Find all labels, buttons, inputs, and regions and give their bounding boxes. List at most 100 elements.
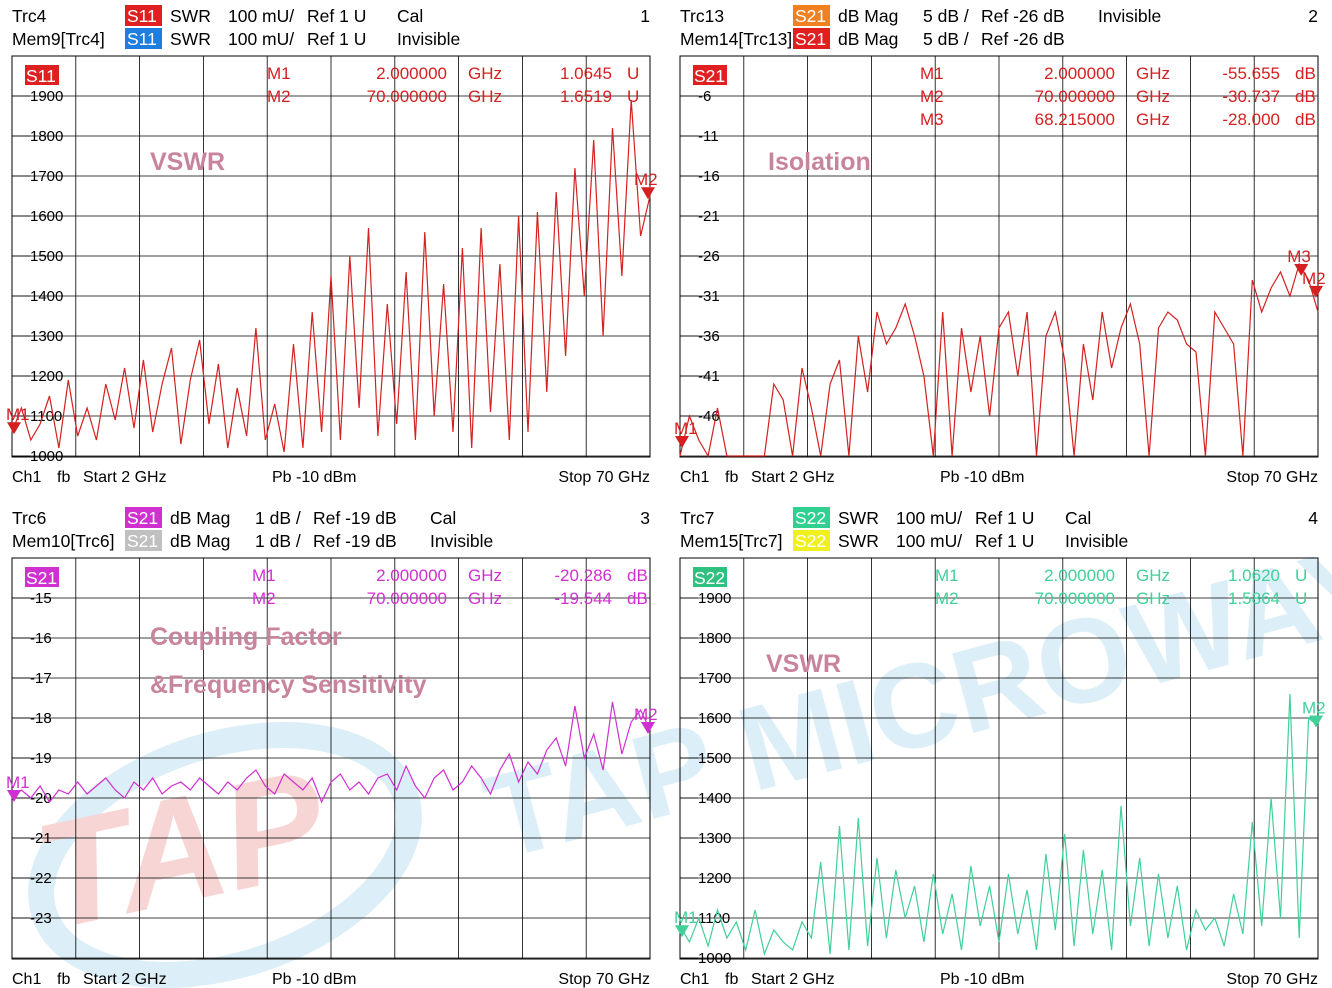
marker-frequency-unit: GHz	[468, 64, 502, 83]
trace-state: Cal	[430, 508, 456, 528]
y-tick-label: 1300	[698, 830, 731, 847]
plot-trace-badge	[693, 567, 727, 587]
chart-panel-2: Trc13 S21 dB Mag 5 dB / Ref -26 dB Invisible M…	[674, 5, 1326, 486]
chart-annotation: Isolation	[768, 148, 871, 176]
footer-power: Pb -10 dBm	[272, 469, 356, 486]
trace-ref: Ref 1 U	[975, 508, 1034, 528]
marker-name: M2	[935, 589, 959, 608]
trace-badge-label: S11	[127, 6, 157, 26]
window-number: 4	[1308, 508, 1318, 528]
trace-scale: 100 mU/	[896, 508, 962, 528]
marker-value: 1.0620	[1228, 566, 1280, 585]
plot-trace-badge-label: S21	[26, 568, 57, 588]
trace-state: Cal	[1065, 508, 1091, 528]
y-tick-label: -16	[698, 168, 720, 185]
trace-format: SWR	[838, 508, 879, 528]
marker-value: -28.000	[1222, 110, 1280, 129]
marker-name: M1	[267, 64, 291, 83]
y-tick-label: -46	[698, 408, 720, 425]
trace-badge-label: S22	[795, 531, 826, 551]
y-tick-label: 1900	[698, 590, 731, 607]
footer-stop: Stop 70 GHz	[1226, 469, 1318, 486]
footer-channel: Ch1	[12, 971, 41, 988]
y-tick-label: -21	[698, 208, 720, 225]
trace-name: Trc4	[12, 6, 47, 26]
marker-tag: M2	[1302, 698, 1326, 717]
marker-triangle[interactable]	[7, 790, 21, 802]
trace-badge	[125, 507, 162, 528]
marker-triangle[interactable]	[1309, 285, 1323, 298]
trace-state: Invisible	[430, 531, 493, 551]
marker-name: M3	[920, 110, 944, 129]
y-tick-label: 1000	[698, 950, 731, 967]
watermark-logo-ring	[28, 722, 422, 988]
y-tick-label: 1500	[30, 248, 63, 265]
footer-power: Pb -10 dBm	[940, 469, 1024, 486]
marker-name: M2	[267, 87, 291, 106]
marker-frequency: 2.000000	[1044, 64, 1115, 83]
marker-triangle[interactable]	[1294, 264, 1309, 276]
footer-start: Start 2 GHz	[83, 469, 167, 486]
marker-frequency: 2.000000	[1044, 566, 1115, 585]
footer-mode: fb	[57, 469, 70, 486]
footer-channel: Ch1	[12, 469, 41, 486]
y-tick-label: 1300	[30, 328, 63, 345]
trace-badge	[125, 28, 162, 49]
trace-line	[11, 701, 651, 804]
trace-badge-label: S21	[795, 6, 826, 26]
trace-line	[11, 99, 651, 453]
trace-state: Cal	[397, 6, 423, 26]
footer-mode: fb	[725, 469, 738, 486]
marker-value-unit: dB	[1295, 110, 1316, 129]
y-tick-label: -22	[30, 870, 52, 887]
trace-format: dB Mag	[838, 6, 898, 26]
marker-triangle[interactable]	[1309, 715, 1323, 728]
marker-tag: M2	[634, 705, 658, 724]
chart-annotation: Coupling Factor	[150, 623, 342, 651]
trace-scale: 100 mU/	[896, 531, 962, 551]
marker-triangle[interactable]	[7, 422, 21, 435]
watermark-logo-text: TAP	[22, 737, 340, 962]
trace-scale: 1 dB /	[255, 531, 301, 551]
marker-name: M1	[920, 64, 944, 83]
marker-name: M2	[920, 87, 944, 106]
y-tick-label: 1100	[30, 408, 62, 425]
trace-ref: Ref 1 U	[975, 531, 1034, 551]
footer-power: Pb -10 dBm	[272, 971, 356, 988]
trace-state: Invisible	[1098, 6, 1161, 26]
plot-trace-badge-label: S11	[26, 66, 56, 86]
marker-triangle[interactable]	[641, 722, 655, 734]
trace-badge-label: S21	[795, 29, 826, 49]
footer-start: Start 2 GHz	[83, 971, 167, 988]
chart-panel-3: Trc6 S21 dB Mag 1 dB / Ref -19 dB Cal Mem10[Tr…	[6, 507, 658, 988]
marker-frequency: 2.000000	[376, 566, 447, 585]
marker-frequency: 2.000000	[376, 64, 447, 83]
y-tick-label: 1500	[698, 750, 731, 767]
marker-frequency: 68.215000	[1035, 110, 1115, 129]
y-tick-label: -17	[30, 670, 52, 687]
trace-state: Invisible	[397, 29, 460, 49]
marker-frequency-unit: GHz	[468, 589, 502, 608]
footer-mode: fb	[725, 971, 738, 988]
y-tick-label: 1600	[30, 208, 63, 225]
marker-frequency: 70.000000	[367, 589, 447, 608]
marker-triangle[interactable]	[675, 925, 689, 938]
trace-state: Invisible	[1065, 531, 1128, 551]
footer-mode: fb	[57, 971, 70, 988]
marker-frequency: 70.000000	[1035, 87, 1115, 106]
marker-value: 1.0645	[560, 64, 612, 83]
marker-value: -30.737	[1222, 87, 1280, 106]
trace-format: dB Mag	[170, 531, 230, 551]
y-tick-label: 1800	[698, 630, 731, 647]
marker-frequency-unit: GHz	[1136, 64, 1170, 83]
trace-format: SWR	[170, 6, 211, 26]
marker-tag: M1	[6, 773, 30, 792]
marker-value-unit: U	[1295, 589, 1307, 608]
footer-stop: Stop 70 GHz	[1226, 971, 1318, 988]
marker-name: M2	[252, 589, 276, 608]
marker-value: 1.6519	[560, 87, 612, 106]
marker-tag: M1	[674, 419, 698, 438]
marker-triangle[interactable]	[641, 187, 655, 200]
marker-frequency: 70.000000	[1035, 589, 1115, 608]
marker-triangle[interactable]	[675, 436, 689, 448]
